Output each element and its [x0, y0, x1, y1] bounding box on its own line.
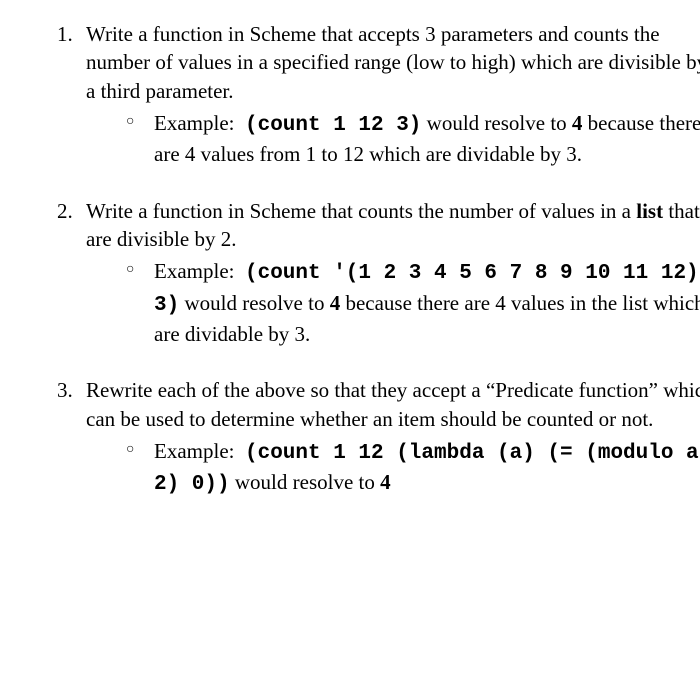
example-result: 4	[330, 291, 341, 315]
question-body-pre: Write a function in Scheme that counts t…	[86, 199, 636, 223]
example-code: (count 1 12 3)	[245, 114, 421, 137]
example-text: would resolve to	[421, 111, 571, 135]
question-body: Write a function in Scheme that accepts …	[86, 22, 700, 103]
example-text: would resolve to	[179, 291, 329, 315]
question-list: Write a function in Scheme that accepts …	[18, 20, 700, 500]
question-body: Rewrite each of the above so that they a…	[86, 378, 700, 430]
question-body-bold: list	[636, 199, 663, 223]
example-item: Example: (count 1 12 (lambda (a) (= (mod…	[126, 437, 700, 500]
question-item-1: Write a function in Scheme that accepts …	[78, 20, 700, 169]
example-label: Example:	[154, 439, 234, 463]
question-item-3: Rewrite each of the above so that they a…	[78, 376, 700, 499]
example-list: Example: (count '(1 2 3 4 5 6 7 8 9 10 1…	[86, 257, 700, 348]
example-item: Example: (count '(1 2 3 4 5 6 7 8 9 10 1…	[126, 257, 700, 348]
example-label: Example:	[154, 259, 234, 283]
example-text: would resolve to	[230, 470, 380, 494]
example-item: Example: (count 1 12 3) would resolve to…	[126, 109, 700, 169]
question-item-2: Write a function in Scheme that counts t…	[78, 197, 700, 349]
example-result: 4	[380, 470, 391, 494]
example-result: 4	[572, 111, 583, 135]
example-label: Example:	[154, 111, 234, 135]
example-list: Example: (count 1 12 (lambda (a) (= (mod…	[86, 437, 700, 500]
example-list: Example: (count 1 12 3) would resolve to…	[86, 109, 700, 169]
